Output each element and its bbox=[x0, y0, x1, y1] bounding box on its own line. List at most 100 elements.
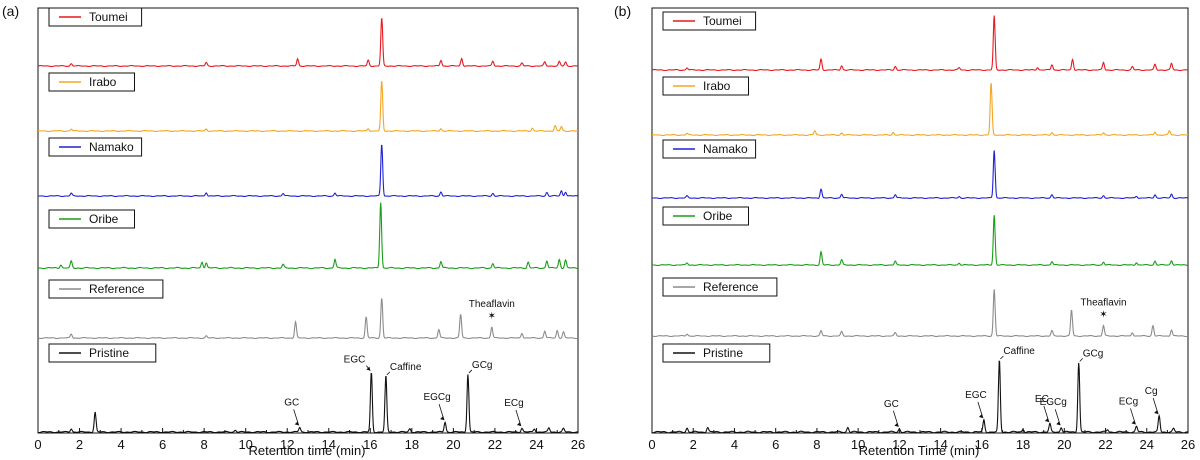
x-tick-label-a: 10 bbox=[238, 437, 252, 452]
annotation-gc: GC bbox=[884, 399, 899, 410]
x-tick-label-b: 24 bbox=[1140, 437, 1154, 452]
trace-reference bbox=[37, 298, 579, 340]
trace-namako bbox=[652, 150, 1189, 200]
annotation-cg: Cg bbox=[1145, 386, 1158, 397]
annotation-arrow bbox=[1079, 358, 1084, 362]
x-tick-label-a: 8 bbox=[201, 437, 208, 452]
trace-namako bbox=[38, 144, 579, 198]
panel-label-b: (b) bbox=[614, 3, 631, 19]
x-tick-label-b: 20 bbox=[1057, 437, 1071, 452]
legend-box-reference bbox=[48, 279, 164, 299]
x-tick-label-a: 0 bbox=[34, 437, 41, 452]
trace-oribe bbox=[38, 202, 578, 270]
x-tick-label-a: 14 bbox=[322, 437, 336, 452]
x-tick-label-b: 26 bbox=[1181, 437, 1195, 452]
x-tick-label-b: 10 bbox=[851, 437, 865, 452]
x-tick-label-b: 18 bbox=[1016, 437, 1030, 452]
x-tick-label-b: 2 bbox=[690, 437, 697, 452]
x-tick-label-b: 8 bbox=[813, 437, 820, 452]
annotation-caffine: Caffine bbox=[1003, 346, 1035, 357]
legend-label-namako: Namako bbox=[703, 142, 748, 156]
x-axis-title-a: Retention time (min) bbox=[248, 443, 365, 458]
x-tick-label-a: 22 bbox=[488, 437, 502, 452]
legend-toumei: Toumei bbox=[662, 11, 757, 31]
legend-label-reference: Reference bbox=[89, 282, 145, 296]
legend-toumei: Toumei bbox=[48, 7, 143, 27]
x-tick-label-b: 12 bbox=[892, 437, 906, 452]
x-tick-label-a: 26 bbox=[571, 437, 585, 452]
trace-irabo bbox=[651, 83, 1188, 137]
annotation-arrowhead bbox=[366, 366, 371, 371]
annotation-arrowhead bbox=[516, 422, 521, 427]
annotation-arrowhead bbox=[1154, 410, 1159, 414]
legend-pristine: Pristine bbox=[662, 343, 771, 363]
legend-label-irabo: Irabo bbox=[703, 79, 731, 93]
annotation-arrow bbox=[1000, 355, 1004, 360]
annotation-gc: GC bbox=[284, 397, 299, 408]
annotation-gcg: GCg bbox=[472, 360, 493, 371]
legend-box-namako bbox=[662, 139, 757, 159]
x-tick-label-a: 6 bbox=[159, 437, 166, 452]
trace-reference bbox=[651, 289, 1189, 338]
trace-irabo bbox=[38, 81, 578, 133]
legend-oribe: Oribe bbox=[662, 206, 749, 226]
legend-pristine: Pristine bbox=[48, 343, 157, 363]
annotation-arrowhead bbox=[1131, 420, 1136, 425]
legend-label-pristine: Pristine bbox=[703, 346, 743, 360]
legend-box-oribe bbox=[662, 206, 749, 226]
legend-box-toumei bbox=[48, 7, 143, 27]
trace-toumei bbox=[37, 18, 578, 68]
x-tick-label-a: 16 bbox=[363, 437, 377, 452]
x-tick-label-b: 22 bbox=[1098, 437, 1112, 452]
legend-box-namako bbox=[48, 137, 143, 157]
annotation-arrow bbox=[386, 371, 391, 376]
legend-box-irabo bbox=[662, 76, 749, 96]
chromatogram-panel-b: 0 2 4 6 8 10 12 14 16 18 20 22 24 26ToumeiIraboNamako… bbox=[648, 7, 1195, 452]
annotation-arrowhead bbox=[978, 414, 983, 418]
x-tick-label-a: 18 bbox=[405, 437, 419, 452]
legend-namako: Namako bbox=[662, 139, 757, 159]
annotation-caffine: Caffine bbox=[390, 362, 422, 373]
chromatogram-panel-a: 0 2 4 6 8 10 12 14 16 18 20 22 24 26ToumeiIraboNamako… bbox=[34, 7, 585, 452]
legend-label-namako: Namako bbox=[89, 140, 134, 154]
legend-label-toumei: Toumei bbox=[89, 10, 128, 24]
annotation-gcg: GCg bbox=[1083, 348, 1104, 359]
annotation-egc: EGC bbox=[344, 355, 366, 366]
annotation-arrow bbox=[468, 369, 473, 374]
annotation-arrowhead bbox=[1056, 421, 1061, 426]
legend-box-oribe bbox=[48, 209, 135, 229]
trace-pristine bbox=[651, 360, 1189, 434]
x-tick-label-a: 12 bbox=[280, 437, 294, 452]
legend-label-oribe: Oribe bbox=[703, 209, 733, 223]
annotation-theaflavin: Theaflavin bbox=[1080, 298, 1126, 309]
x-tick-label-a: 24 bbox=[529, 437, 543, 452]
annotation-ecg: ECg bbox=[1119, 396, 1138, 407]
legend-label-pristine: Pristine bbox=[89, 346, 129, 360]
panel-label-a: (a) bbox=[2, 3, 19, 19]
annotation-ec: EC bbox=[1035, 394, 1049, 405]
legend-namako: Namako bbox=[48, 137, 143, 157]
legend-box-irabo bbox=[48, 72, 135, 92]
legend-label-irabo: Irabo bbox=[89, 75, 117, 89]
x-tick-label-b: 14 bbox=[933, 437, 947, 452]
x-tick-label-b: 16 bbox=[975, 437, 989, 452]
theaflavin-star-icon: ✶ bbox=[1099, 310, 1107, 321]
legend-box-reference bbox=[662, 277, 778, 297]
annotation-ecg: ECg bbox=[504, 398, 523, 409]
legend-label-reference: Reference bbox=[703, 280, 759, 294]
trace-toumei bbox=[651, 15, 1188, 72]
legend-reference: Reference bbox=[48, 279, 164, 299]
x-tick-label-a: 4 bbox=[117, 437, 124, 452]
x-tick-label-b: 0 bbox=[648, 437, 655, 452]
x-tick-label-b: 6 bbox=[772, 437, 779, 452]
theaflavin-star-icon: ✶ bbox=[488, 311, 496, 322]
annotation-egcg: EGCg bbox=[1040, 397, 1067, 408]
legend-reference: Reference bbox=[662, 277, 778, 297]
x-tick-label-a: 2 bbox=[76, 437, 83, 452]
x-axis-title-b: Retention Time (min) bbox=[859, 443, 980, 458]
legend-oribe: Oribe bbox=[48, 209, 135, 229]
annotation-arrowhead bbox=[294, 421, 299, 426]
x-tick-label-a: 20 bbox=[446, 437, 460, 452]
annotation-arrowhead bbox=[440, 416, 445, 421]
